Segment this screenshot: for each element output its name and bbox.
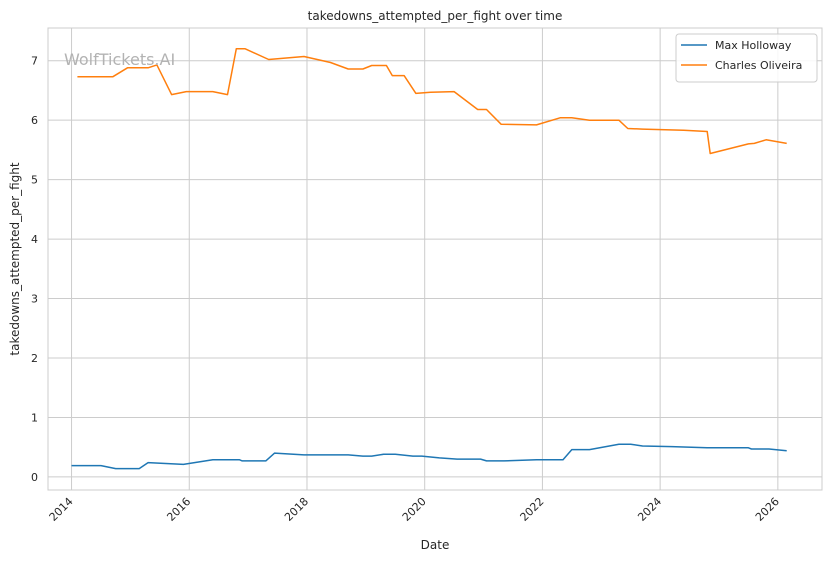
legend-label-max-holloway: Max Holloway: [715, 39, 792, 52]
chart-title: takedowns_attempted_per_fight over time: [308, 9, 563, 23]
y-tick-label: 1: [31, 411, 38, 424]
series-line-charles-oliveira: [77, 48, 787, 155]
legend-label-charles-oliveira: Charles Oliveira: [715, 59, 802, 72]
series-layer: [71, 48, 787, 470]
series-line-max-holloway: [71, 443, 787, 470]
y-axis-ticks: 0 1 2 3 4 5 6 7: [31, 55, 38, 484]
grid: [48, 28, 822, 490]
y-tick-label: 0: [31, 471, 38, 484]
legend: Max Holloway Charles Oliveira: [675, 33, 818, 83]
y-tick-label: 5: [31, 174, 38, 187]
plot-frame: [47, 27, 823, 491]
y-tick-label: 3: [31, 293, 38, 306]
y-axis-title: takedowns_attempted_per_fight: [8, 162, 22, 355]
y-tick-label: 2: [31, 352, 38, 365]
x-axis-title: Date: [421, 538, 450, 552]
y-tick-label: 7: [31, 55, 38, 68]
legend-box: [675, 33, 818, 83]
y-tick-label: 6: [31, 114, 38, 127]
watermark: WolfTickets.AI: [64, 50, 175, 69]
y-tick-label: 4: [31, 233, 38, 246]
